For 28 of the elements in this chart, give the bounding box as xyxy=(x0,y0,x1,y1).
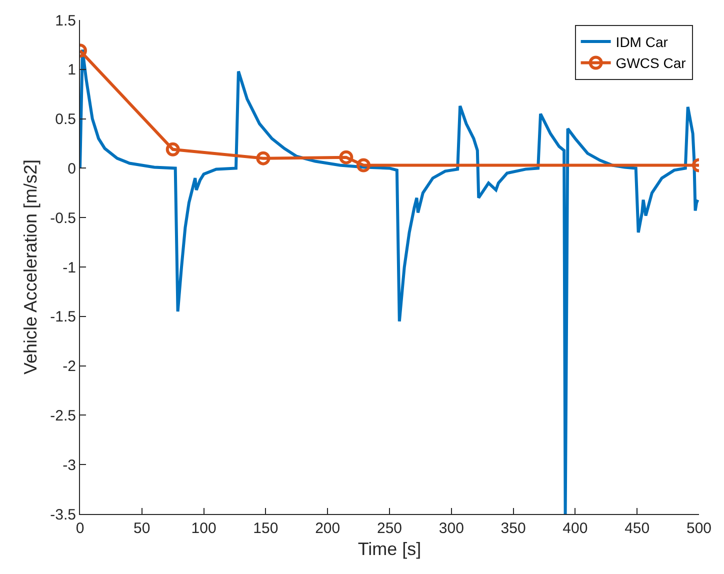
x-tick-label: 150 xyxy=(253,520,278,537)
y-tick-label: -2.5 xyxy=(50,407,76,424)
legend-label: GWCS Car xyxy=(616,55,686,72)
point xyxy=(339,150,354,164)
x-tick-label: 250 xyxy=(376,520,402,537)
y-tick-label: -3.5 xyxy=(50,506,76,524)
x-tick-label: 500 xyxy=(686,520,712,537)
x-axis-title: Time [s] xyxy=(358,539,422,560)
legend-label: IDM Car xyxy=(616,34,668,50)
x-tick-label: 450 xyxy=(624,520,650,537)
y-tick-label: -1.5 xyxy=(50,308,76,326)
x-tick-label: 200 xyxy=(315,520,340,537)
x-tick-label: 50 xyxy=(134,520,150,537)
y-tick-label: 1.5 xyxy=(55,12,76,30)
y-tick-label: 0 xyxy=(68,160,76,178)
y-axis-title: Vehicle Acceleration [m/s2] xyxy=(20,159,40,375)
x-tick-label: 100 xyxy=(191,520,216,537)
y-tick-label: -3 xyxy=(62,456,76,474)
y-tick-label: -2 xyxy=(62,358,76,376)
y-tick-label: 1 xyxy=(68,62,76,79)
y-tick-label: -0.5 xyxy=(50,210,76,227)
point xyxy=(256,151,270,166)
x-tick-label: 350 xyxy=(500,520,526,537)
point xyxy=(356,158,370,172)
y-tick-label: -1 xyxy=(62,259,76,276)
x-tick-label: 300 xyxy=(438,520,464,537)
x-tick-label: 400 xyxy=(562,520,588,537)
y-tick-label: 0.5 xyxy=(55,111,76,128)
